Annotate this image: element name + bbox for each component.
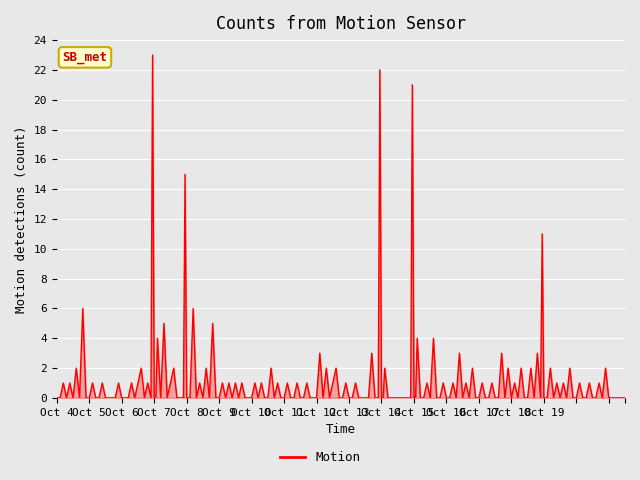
Title: Counts from Motion Sensor: Counts from Motion Sensor bbox=[216, 15, 466, 33]
Y-axis label: Motion detections (count): Motion detections (count) bbox=[15, 125, 28, 313]
Legend: Motion: Motion bbox=[275, 446, 365, 469]
X-axis label: Time: Time bbox=[326, 423, 356, 436]
Text: SB_met: SB_met bbox=[63, 51, 108, 64]
